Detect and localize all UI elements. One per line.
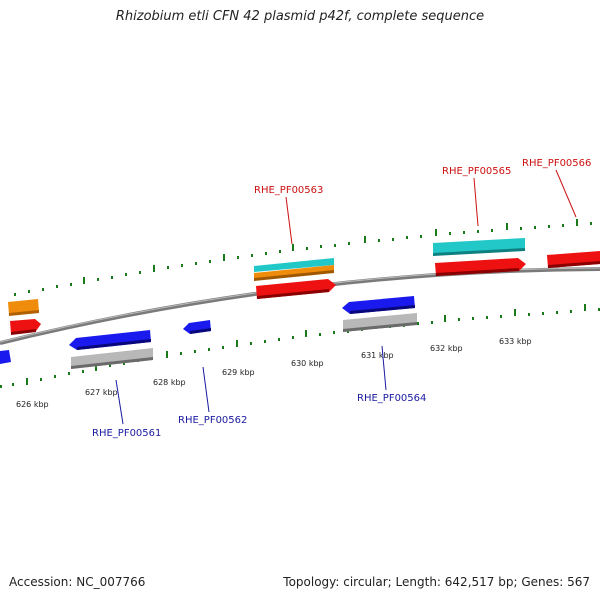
backbone-line — [0, 267, 600, 345]
scale-label-630: 630 kbp — [291, 359, 324, 368]
scale-label-632: 632 kbp — [430, 344, 463, 353]
gene-label-pf00566: RHE_PF00566 — [522, 158, 591, 169]
gene-label-pf00564: RHE_PF00564 — [357, 393, 426, 404]
gene-label-pf00561: RHE_PF00561 — [92, 428, 161, 439]
scale-label-629: 629 kbp — [222, 368, 255, 377]
blue-cds-pf00561 — [69, 330, 151, 350]
scale-label-626: 626 kbp — [16, 400, 49, 409]
scale-labels: 626 kbp 627 kbp 628 kbp 629 kbp 630 kbp … — [16, 337, 532, 409]
gene-label-pf00562: RHE_PF00562 — [178, 415, 247, 426]
topology-summary: Topology: circular; Length: 642,517 bp; … — [283, 575, 590, 589]
accession-text: Accession: NC_007766 — [9, 575, 146, 589]
scale-label-633: 633 kbp — [499, 337, 532, 346]
gene-label-pf00565: RHE_PF00565 — [442, 166, 511, 177]
scale-label-628: 628 kbp — [153, 378, 186, 387]
map-title: Rhizobium etli CFN 42 plasmid p42f, comp… — [115, 9, 485, 24]
scale-label-631: 631 kbp — [361, 351, 394, 360]
orange-gene-pf00563 — [254, 265, 334, 279]
blue-cds-left-edge — [0, 350, 11, 364]
scale-label-627: 627 kbp — [85, 388, 118, 397]
label-leaders — [115, 169, 577, 425]
gene-labels: RHE_PF00563 RHE_PF00565 RHE_PF00566 RHE_… — [92, 158, 591, 439]
red-cds-pf00563 — [256, 279, 336, 299]
forward-features — [8, 238, 600, 335]
reverse-features — [0, 296, 417, 369]
gene-label-pf00563: RHE_PF00563 — [254, 185, 323, 196]
outer-tick-row — [14, 219, 592, 296]
rna-gene-pf00563 — [254, 258, 334, 272]
